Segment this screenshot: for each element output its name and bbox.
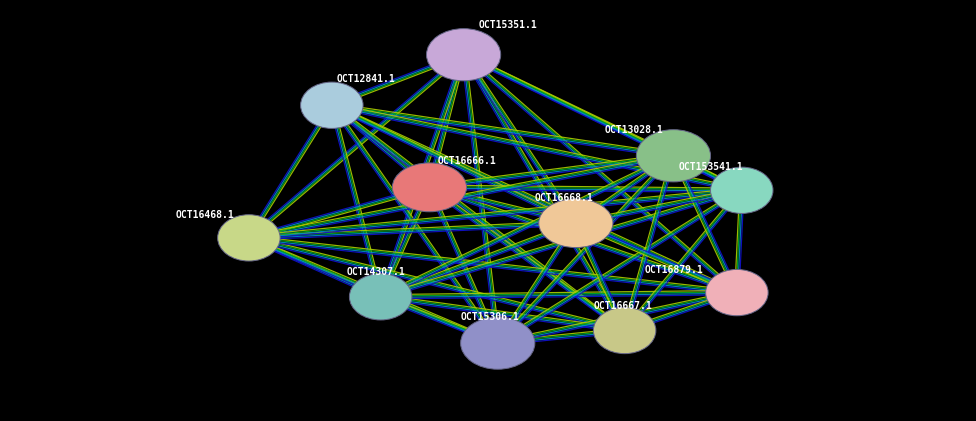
- Text: OCT16879.1: OCT16879.1: [644, 265, 703, 275]
- Ellipse shape: [593, 307, 656, 354]
- Text: OCT16666.1: OCT16666.1: [437, 156, 496, 166]
- Text: OCT15306.1: OCT15306.1: [461, 312, 519, 322]
- Text: OCT153541.1: OCT153541.1: [678, 162, 743, 172]
- Text: OCT16667.1: OCT16667.1: [593, 301, 652, 312]
- Text: OCT13028.1: OCT13028.1: [605, 125, 664, 135]
- Text: OCT14307.1: OCT14307.1: [346, 266, 405, 277]
- Ellipse shape: [636, 130, 711, 182]
- Ellipse shape: [461, 317, 535, 369]
- Ellipse shape: [301, 82, 363, 128]
- Ellipse shape: [706, 269, 768, 316]
- Text: OCT16468.1: OCT16468.1: [176, 210, 234, 220]
- Ellipse shape: [349, 274, 412, 320]
- Ellipse shape: [711, 167, 773, 213]
- Ellipse shape: [392, 163, 467, 212]
- Text: OCT16668.1: OCT16668.1: [535, 193, 593, 203]
- Ellipse shape: [218, 215, 280, 261]
- Ellipse shape: [539, 199, 613, 248]
- Ellipse shape: [427, 29, 501, 81]
- Text: OCT12841.1: OCT12841.1: [337, 74, 395, 84]
- Text: OCT15351.1: OCT15351.1: [478, 20, 537, 30]
